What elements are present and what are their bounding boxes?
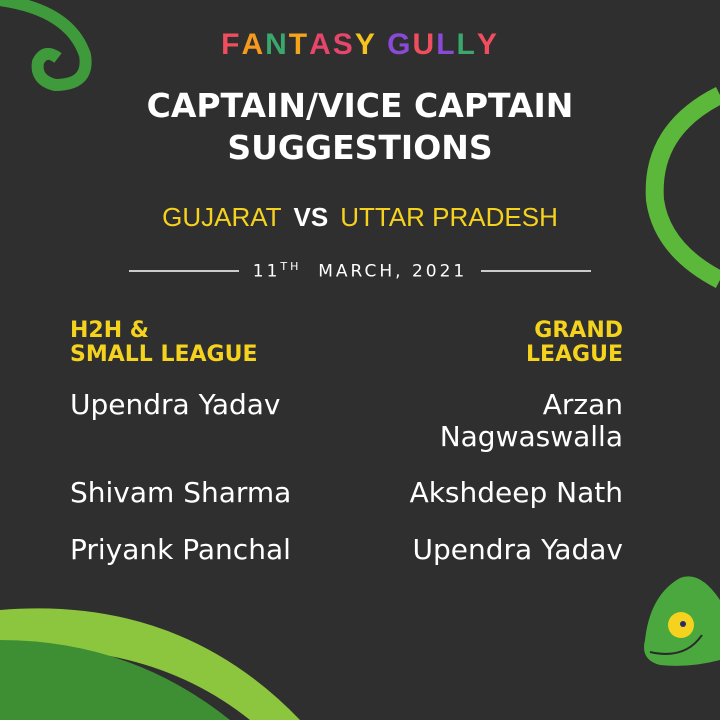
date-suffix: TH: [280, 260, 302, 273]
left-heading-line2: SMALL LEAGUE: [70, 342, 258, 367]
team2: UTTAR PRADESH: [340, 202, 558, 232]
fantasy-gully-logo: FANTASY GULLY: [221, 28, 499, 61]
chameleon-mascot-icon: [644, 576, 720, 666]
right-player-3: Upendra Yadav: [412, 533, 624, 566]
match-teams: GUJARAT VS UTTAR PRADESH: [0, 202, 720, 233]
right-heading-line2: LEAGUE: [525, 342, 623, 367]
page-title-line2: SUGGESTIONS: [227, 128, 493, 167]
top-left-swirl: [0, 0, 92, 92]
right-swoosh: [645, 86, 720, 288]
bottom-swoosh-dark: [0, 640, 230, 720]
match-date: 11TH MARCH, 2021: [0, 260, 720, 282]
divider-right: [481, 269, 592, 272]
left-player-2: Shivam Sharma: [70, 476, 292, 509]
divider-left: [128, 269, 239, 272]
left-player-3: Priyank Panchal: [70, 533, 291, 566]
right-heading-line1: GRAND: [534, 318, 623, 343]
right-player-2: Akshdeep Nath: [409, 476, 623, 509]
date-month-year: MARCH, 2021: [318, 261, 468, 282]
left-heading-line1: H2H &: [70, 318, 149, 343]
date-text: 11TH MARCH, 2021: [253, 260, 467, 282]
team1: GUJARAT: [162, 202, 282, 232]
bottom-swoosh: [0, 608, 300, 720]
left-player-1: Upendra Yadav: [70, 388, 281, 421]
right-player-1: Arzan Nagwaswalla: [439, 388, 623, 453]
vs-label: VS: [293, 202, 329, 232]
date-day: 11: [252, 261, 281, 282]
page-title-line1: CAPTAIN/VICE CAPTAIN: [146, 86, 574, 125]
